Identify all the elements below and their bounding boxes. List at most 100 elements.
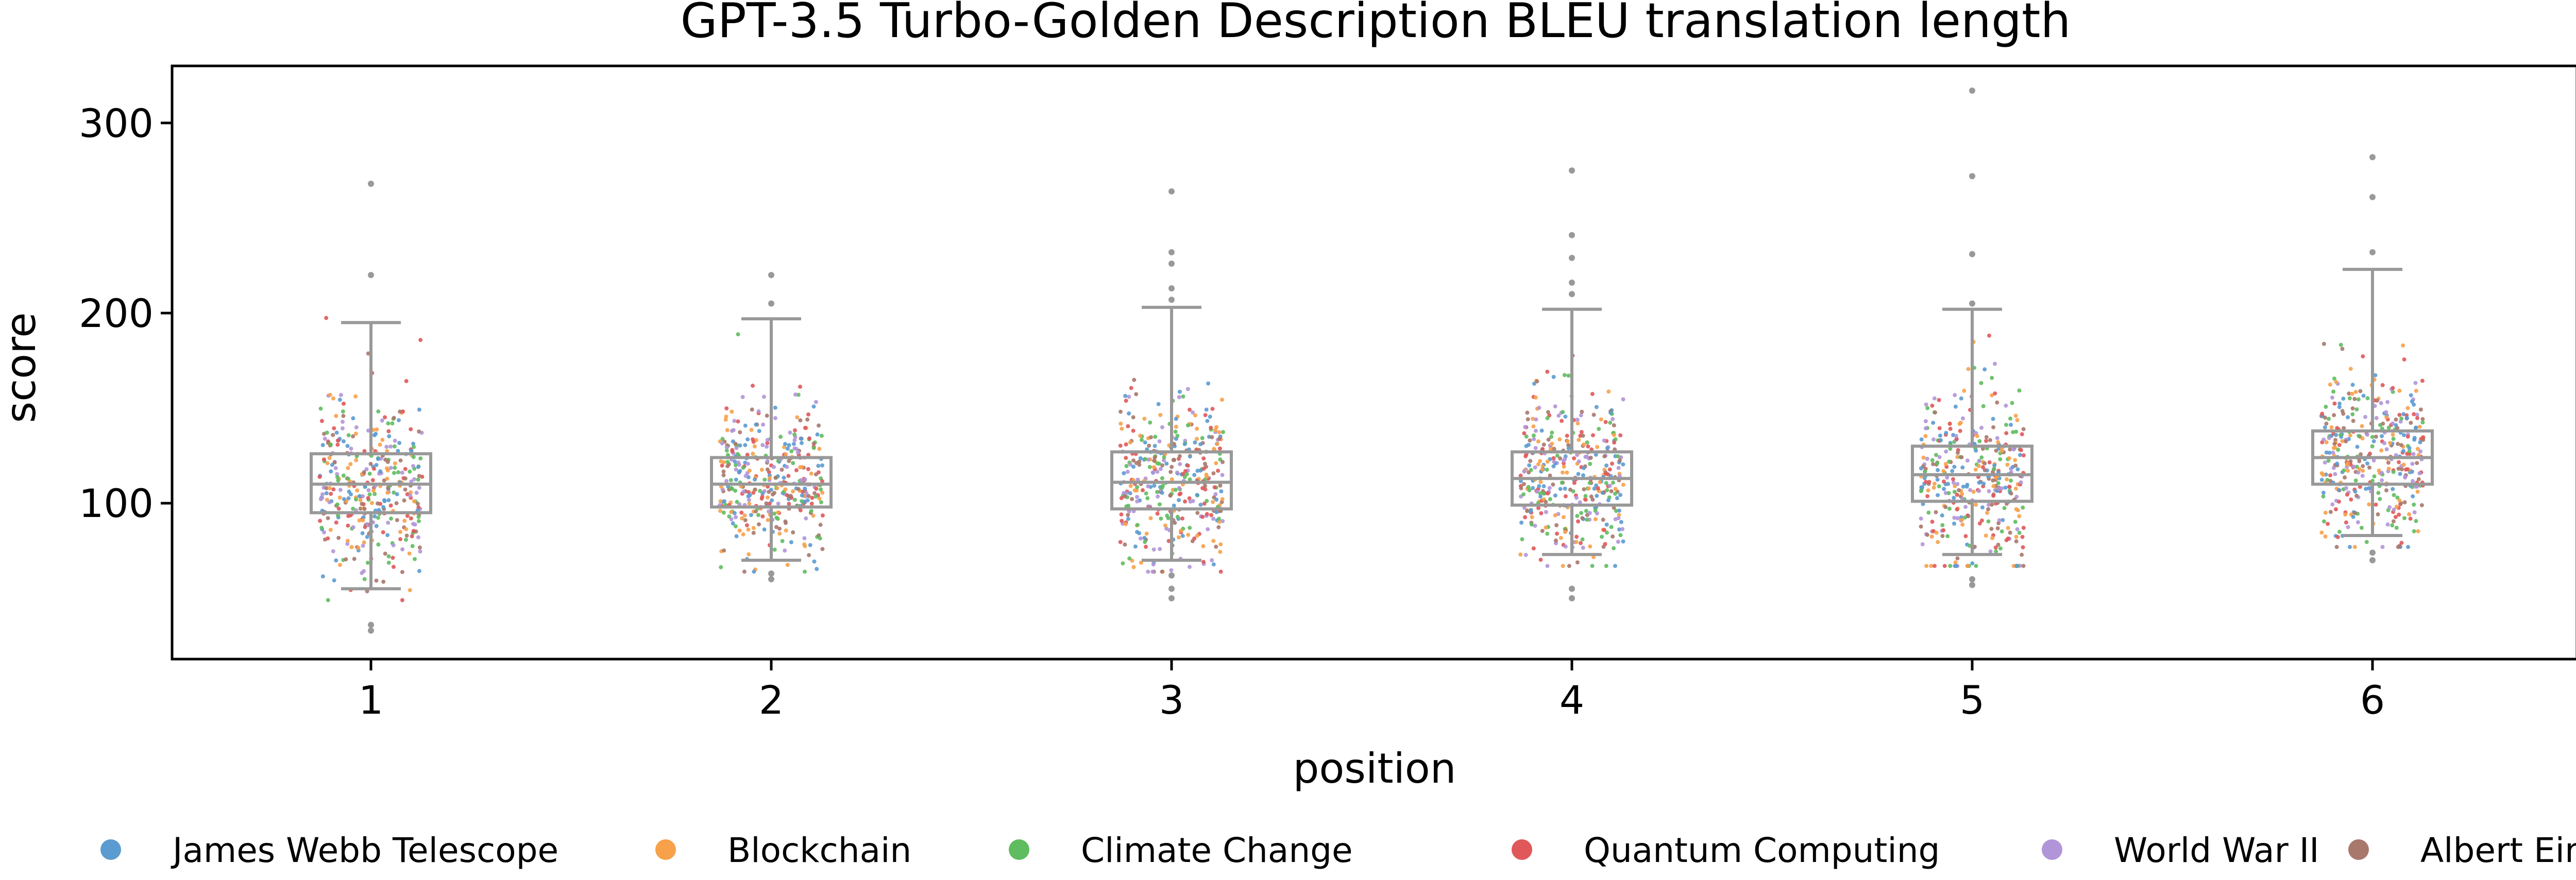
- strip-point: [351, 416, 355, 421]
- strip-point: [1927, 480, 1931, 484]
- strip-point: [807, 436, 811, 441]
- strip-point: [1147, 443, 1151, 448]
- strip-point: [1119, 512, 1124, 517]
- strip-point: [809, 502, 814, 506]
- strip-point: [747, 552, 751, 557]
- strip-point: [1574, 495, 1579, 500]
- strip-point: [1173, 429, 1178, 434]
- strip-point: [1537, 484, 1541, 489]
- strip-point: [398, 537, 403, 542]
- strip-point: [1518, 473, 1523, 478]
- strip-point: [2355, 520, 2360, 525]
- strip-point: [1138, 434, 1143, 438]
- strip-point: [346, 523, 350, 528]
- strip-point: [1131, 565, 1136, 570]
- strip-point: [412, 477, 417, 481]
- strip-point: [1984, 533, 1988, 538]
- strip-point: [719, 565, 723, 570]
- strip-point: [1976, 464, 1981, 468]
- strip-point: [2015, 418, 2020, 422]
- strip-point: [2420, 420, 2425, 425]
- strip-point: [739, 510, 744, 515]
- strip-point: [753, 477, 757, 482]
- strip-point: [398, 530, 402, 534]
- strip-point: [1942, 564, 1947, 568]
- strip-point: [2360, 424, 2364, 428]
- strip-point: [793, 392, 798, 397]
- strip-point: [1590, 392, 1595, 396]
- strip-point: [1566, 373, 1571, 378]
- strip-point: [2021, 526, 2026, 530]
- strip-point: [1151, 465, 1156, 470]
- strip-point: [362, 470, 366, 474]
- strip-point: [362, 449, 367, 454]
- strip-point: [1974, 448, 1978, 453]
- strip-point: [2401, 448, 2406, 453]
- strip-point: [2396, 545, 2400, 549]
- strip-point: [1959, 396, 1963, 401]
- strip-point: [400, 470, 404, 475]
- strip-point: [1195, 469, 1200, 473]
- strip-point: [1992, 463, 1997, 468]
- strip-point: [2021, 545, 2025, 549]
- strip-point: [2361, 464, 2365, 469]
- strip-point: [1131, 415, 1136, 420]
- strip-point: [1212, 485, 1217, 490]
- strip-point: [765, 413, 769, 418]
- strip-point: [2019, 480, 2023, 485]
- strip-point: [349, 545, 354, 549]
- strip-point: [1192, 473, 1197, 477]
- strip-point: [802, 536, 807, 541]
- strip-point: [737, 470, 741, 474]
- strip-point: [1150, 470, 1155, 475]
- strip-point: [1198, 503, 1203, 507]
- strip-point: [2336, 488, 2341, 492]
- strip-point: [784, 521, 788, 525]
- strip-point: [1581, 545, 1585, 550]
- strip-point: [405, 513, 410, 518]
- strip-point: [407, 551, 412, 556]
- strip-point: [1936, 468, 1940, 472]
- strip-point: [758, 489, 762, 493]
- strip-point: [1607, 467, 1612, 472]
- outlier-point: [2369, 557, 2376, 563]
- strip-point: [817, 423, 821, 428]
- outlier-point: [1168, 595, 1175, 601]
- outlier-point: [1168, 261, 1175, 267]
- strip-point: [1162, 458, 1166, 462]
- strip-point: [1935, 461, 1939, 465]
- strip-point: [1157, 502, 1162, 507]
- strip-point: [1548, 473, 1552, 478]
- strip-point: [330, 462, 334, 467]
- legend-label: Blockchain: [727, 831, 911, 870]
- strip-point: [2014, 507, 2019, 511]
- strip-point: [367, 492, 372, 497]
- strip-point: [1987, 333, 1991, 338]
- strip-point: [1582, 487, 1586, 492]
- strip-point: [1213, 492, 1218, 496]
- strip-point: [743, 443, 748, 447]
- outlier-point: [1168, 572, 1175, 579]
- strip-point: [2373, 373, 2378, 377]
- strip-point: [803, 544, 807, 548]
- strip-point: [416, 519, 421, 524]
- strip-point: [2331, 451, 2335, 455]
- strip-point: [1124, 456, 1128, 460]
- strip-point: [1193, 440, 1197, 445]
- strip-point: [1611, 417, 1615, 421]
- strip-point: [1609, 489, 1614, 493]
- strip-point: [721, 469, 726, 474]
- strip-point: [386, 521, 391, 525]
- strip-point: [411, 464, 415, 469]
- strip-point: [2328, 382, 2332, 387]
- strip-point: [395, 492, 399, 496]
- strip-point: [809, 471, 814, 476]
- strip-point: [1144, 491, 1148, 496]
- strip-point: [2384, 488, 2388, 493]
- strip-point: [1954, 564, 1958, 568]
- strip-point: [1931, 486, 1936, 490]
- strip-point: [1127, 394, 1131, 399]
- strip-point: [2321, 341, 2326, 346]
- strip-point: [1603, 420, 1608, 424]
- strip-point: [1565, 434, 1569, 438]
